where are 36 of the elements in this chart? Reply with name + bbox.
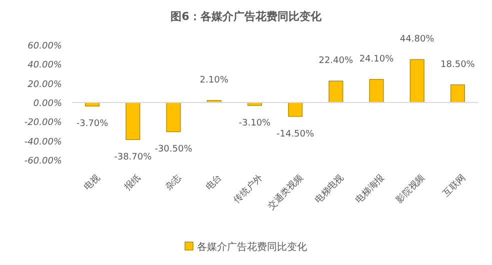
bar [450,84,465,103]
y-tick-label: -60.00% [24,156,62,166]
bar [166,102,181,132]
y-tick-label: -20.00% [24,118,62,128]
data-label: -14.50% [276,129,315,140]
data-label: 2.10% [200,75,229,86]
x-tick-label: 电台 [204,172,224,193]
bar [410,59,424,103]
data-label: 22.40% [318,56,354,66]
y-tick-label: 60.00% [28,42,62,52]
data-label: 18.50% [440,60,476,70]
bar [328,80,344,103]
x-tick-label: 交通类视频 [266,172,306,212]
x-tick-label: 互联网 [440,172,468,200]
data-label: -3.70% [76,119,109,130]
x-tick-label: 报纸 [122,172,144,194]
x-tick-label: 电视 [82,172,102,193]
bar [369,79,384,103]
data-label: 44.80% [400,34,435,45]
x-tick-label: 杂志 [163,172,184,193]
x-tick-label: 电梯电视 [312,172,346,206]
data-label: -3.10% [238,118,272,128]
bar [126,102,140,140]
data-label: 24.10% [359,54,394,64]
legend-label: 各媒介广告花费同比变化 [197,241,307,253]
bar [288,102,303,117]
x-tick-label: 传统户外 [232,172,265,206]
x-tick-label: 电梯海报 [353,172,387,206]
x-tick-label: 影院视频 [394,172,428,206]
y-tick-label: -40.00% [24,137,62,148]
y-tick-label: 0.00% [33,99,62,109]
y-tick-label: 20.00% [28,80,62,90]
data-label: -38.70% [114,152,152,163]
y-tick-label: 40.00% [28,60,62,71]
chart-title: 图6：各媒介广告花费同比变化 [170,10,322,23]
data-label: -30.50% [154,144,193,155]
